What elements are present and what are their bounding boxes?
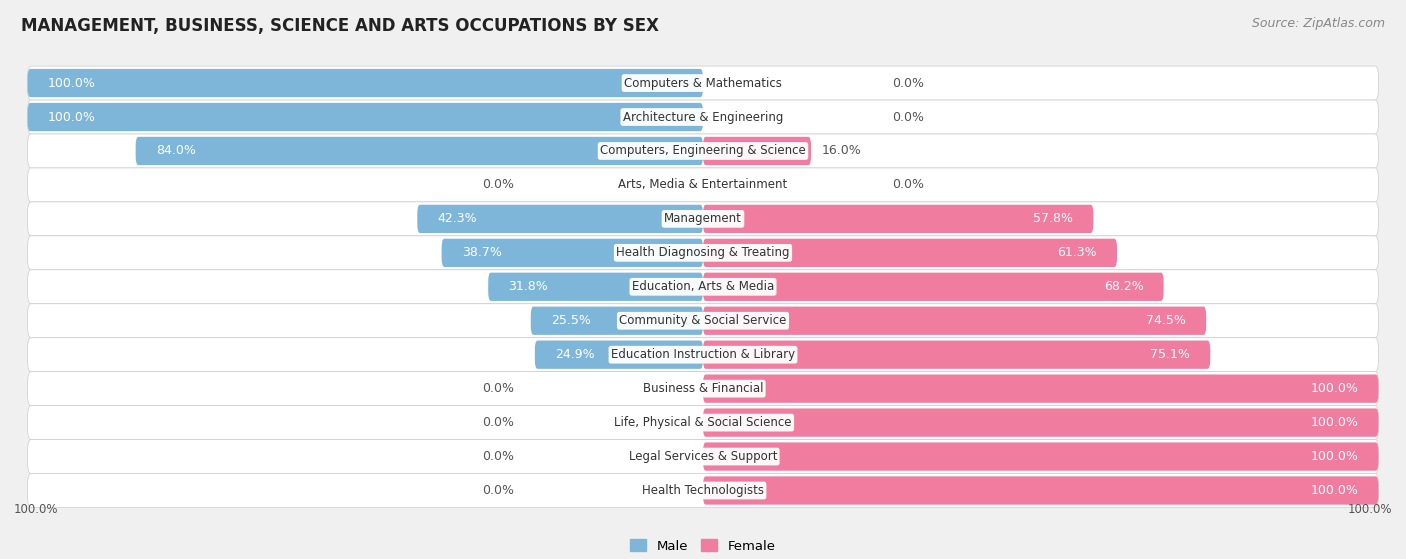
Text: 0.0%: 0.0% [482, 484, 513, 497]
Text: Computers, Engineering & Science: Computers, Engineering & Science [600, 144, 806, 158]
FancyBboxPatch shape [703, 239, 1116, 267]
Text: Education, Arts & Media: Education, Arts & Media [631, 280, 775, 293]
FancyBboxPatch shape [418, 205, 703, 233]
Text: 100.0%: 100.0% [1310, 416, 1358, 429]
FancyBboxPatch shape [28, 270, 1378, 304]
FancyBboxPatch shape [28, 372, 1378, 406]
FancyBboxPatch shape [703, 409, 1378, 437]
Legend: Male, Female: Male, Female [626, 534, 780, 558]
Text: Arts, Media & Entertainment: Arts, Media & Entertainment [619, 178, 787, 191]
Text: Business & Financial: Business & Financial [643, 382, 763, 395]
Text: Architecture & Engineering: Architecture & Engineering [623, 111, 783, 124]
FancyBboxPatch shape [28, 168, 1378, 202]
FancyBboxPatch shape [534, 340, 703, 369]
Text: Health Technologists: Health Technologists [643, 484, 763, 497]
FancyBboxPatch shape [441, 239, 703, 267]
FancyBboxPatch shape [28, 406, 1378, 439]
Text: 38.7%: 38.7% [461, 247, 502, 259]
Text: 100.0%: 100.0% [1310, 382, 1358, 395]
FancyBboxPatch shape [703, 273, 1164, 301]
Text: 16.0%: 16.0% [823, 144, 862, 158]
Text: 57.8%: 57.8% [1033, 212, 1073, 225]
FancyBboxPatch shape [703, 306, 1206, 335]
FancyBboxPatch shape [28, 439, 1378, 473]
Text: Computers & Mathematics: Computers & Mathematics [624, 77, 782, 89]
Text: 61.3%: 61.3% [1057, 247, 1097, 259]
Text: 0.0%: 0.0% [482, 382, 513, 395]
FancyBboxPatch shape [531, 306, 703, 335]
Text: Life, Physical & Social Science: Life, Physical & Social Science [614, 416, 792, 429]
Text: 25.5%: 25.5% [551, 314, 591, 327]
FancyBboxPatch shape [28, 338, 1378, 372]
Text: 68.2%: 68.2% [1104, 280, 1143, 293]
FancyBboxPatch shape [28, 69, 703, 97]
Text: 0.0%: 0.0% [482, 178, 513, 191]
Text: Source: ZipAtlas.com: Source: ZipAtlas.com [1251, 17, 1385, 30]
FancyBboxPatch shape [28, 134, 1378, 168]
Text: 100.0%: 100.0% [48, 111, 96, 124]
FancyBboxPatch shape [28, 304, 1378, 338]
Text: 100.0%: 100.0% [48, 77, 96, 89]
FancyBboxPatch shape [703, 340, 1211, 369]
Text: 75.1%: 75.1% [1150, 348, 1189, 361]
Text: 0.0%: 0.0% [893, 111, 924, 124]
FancyBboxPatch shape [703, 205, 1094, 233]
Text: 0.0%: 0.0% [893, 77, 924, 89]
Text: 0.0%: 0.0% [482, 450, 513, 463]
Text: 0.0%: 0.0% [482, 416, 513, 429]
Text: 24.9%: 24.9% [555, 348, 595, 361]
Text: Management: Management [664, 212, 742, 225]
FancyBboxPatch shape [703, 442, 1378, 471]
Text: 0.0%: 0.0% [893, 178, 924, 191]
Text: 42.3%: 42.3% [437, 212, 477, 225]
Text: 84.0%: 84.0% [156, 144, 195, 158]
FancyBboxPatch shape [703, 375, 1378, 403]
Text: 74.5%: 74.5% [1146, 314, 1185, 327]
Text: 100.0%: 100.0% [1310, 450, 1358, 463]
Text: MANAGEMENT, BUSINESS, SCIENCE AND ARTS OCCUPATIONS BY SEX: MANAGEMENT, BUSINESS, SCIENCE AND ARTS O… [21, 17, 659, 35]
FancyBboxPatch shape [703, 137, 811, 165]
FancyBboxPatch shape [28, 103, 703, 131]
FancyBboxPatch shape [488, 273, 703, 301]
Text: Education Instruction & Library: Education Instruction & Library [612, 348, 794, 361]
FancyBboxPatch shape [703, 476, 1378, 505]
Text: 100.0%: 100.0% [14, 503, 59, 516]
Text: Legal Services & Support: Legal Services & Support [628, 450, 778, 463]
Text: Community & Social Service: Community & Social Service [619, 314, 787, 327]
Text: 100.0%: 100.0% [1310, 484, 1358, 497]
Text: Health Diagnosing & Treating: Health Diagnosing & Treating [616, 247, 790, 259]
FancyBboxPatch shape [135, 137, 703, 165]
FancyBboxPatch shape [28, 473, 1378, 508]
Text: 31.8%: 31.8% [509, 280, 548, 293]
FancyBboxPatch shape [28, 100, 1378, 134]
Text: 100.0%: 100.0% [1347, 503, 1392, 516]
FancyBboxPatch shape [28, 236, 1378, 270]
FancyBboxPatch shape [28, 202, 1378, 236]
FancyBboxPatch shape [28, 66, 1378, 100]
